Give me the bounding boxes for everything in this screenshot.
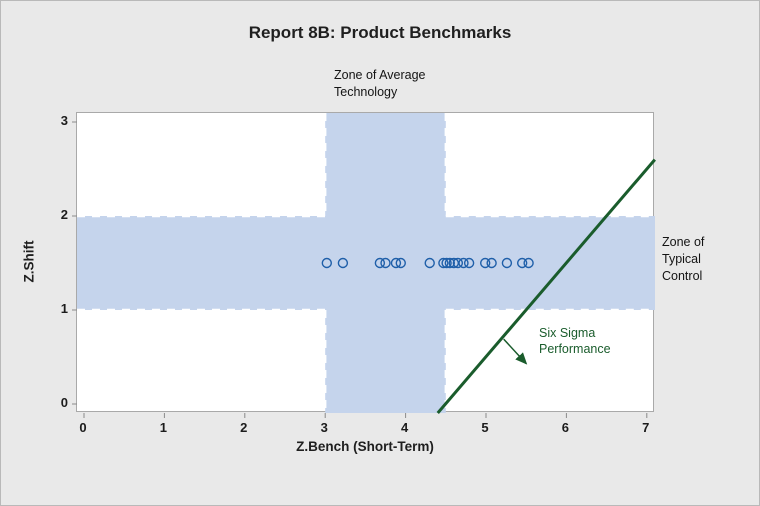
x-axis-label: Z.Bench (Short-Term) (296, 439, 434, 454)
six-sigma-performance-label: Six Sigma Performance (539, 325, 611, 357)
data-point (516, 257, 528, 269)
zone-band-intersection (326, 217, 445, 309)
y-tick-label: 2 (60, 207, 68, 222)
y-tick-label: 3 (60, 113, 68, 128)
zone-typical-line-1: Zone of (662, 235, 705, 249)
zone-average-line-1: Zone of Average (334, 68, 426, 82)
zone-typical-control-label: Zone of Typical Control (662, 234, 704, 285)
x-tick-label: 7 (642, 420, 650, 435)
y-tick-label: 1 (60, 301, 68, 316)
data-point (452, 257, 464, 269)
data-point (458, 257, 469, 269)
x-tick-label: 1 (159, 420, 167, 435)
data-point (486, 257, 497, 269)
data-point (380, 257, 391, 269)
x-tick-label: 4 (400, 420, 409, 435)
six-sigma-line (436, 158, 656, 414)
data-point (479, 257, 491, 269)
data-point (424, 257, 435, 269)
plot-area (72, 112, 656, 418)
scatter-plot-canvas (72, 113, 656, 418)
data-point (321, 257, 333, 269)
zone-average-technology-label: Zone of Average Technology (334, 67, 426, 101)
data-point (463, 257, 475, 269)
zone-average-line-2: Technology (334, 85, 398, 99)
data-point (441, 257, 452, 269)
x-tick-label: 5 (481, 420, 489, 435)
six-sigma-arrow (503, 338, 528, 365)
y-tick-label: 0 (60, 395, 68, 410)
x-tick-label: 6 (561, 420, 569, 435)
data-point (374, 257, 386, 269)
six-sigma-line-1: Six Sigma (539, 326, 596, 340)
x-tick-label: 2 (240, 420, 248, 435)
x-tick-label: 0 (79, 420, 87, 435)
data-point (523, 257, 534, 269)
data-point (337, 257, 349, 269)
data-point (438, 257, 449, 269)
data-point (390, 257, 402, 269)
y-axis-label: Z.Shift (21, 240, 37, 283)
page-title: Report 8B: Product Benchmarks (248, 23, 512, 42)
data-point (444, 257, 456, 269)
data-point (395, 257, 406, 269)
data-point (501, 257, 513, 269)
zone-typical-line-3: Control (662, 269, 703, 283)
x-tick-label: 3 (320, 420, 328, 435)
six-sigma-line-2: Performance (539, 342, 611, 356)
zone-typical-line-2: Typical (662, 252, 701, 266)
